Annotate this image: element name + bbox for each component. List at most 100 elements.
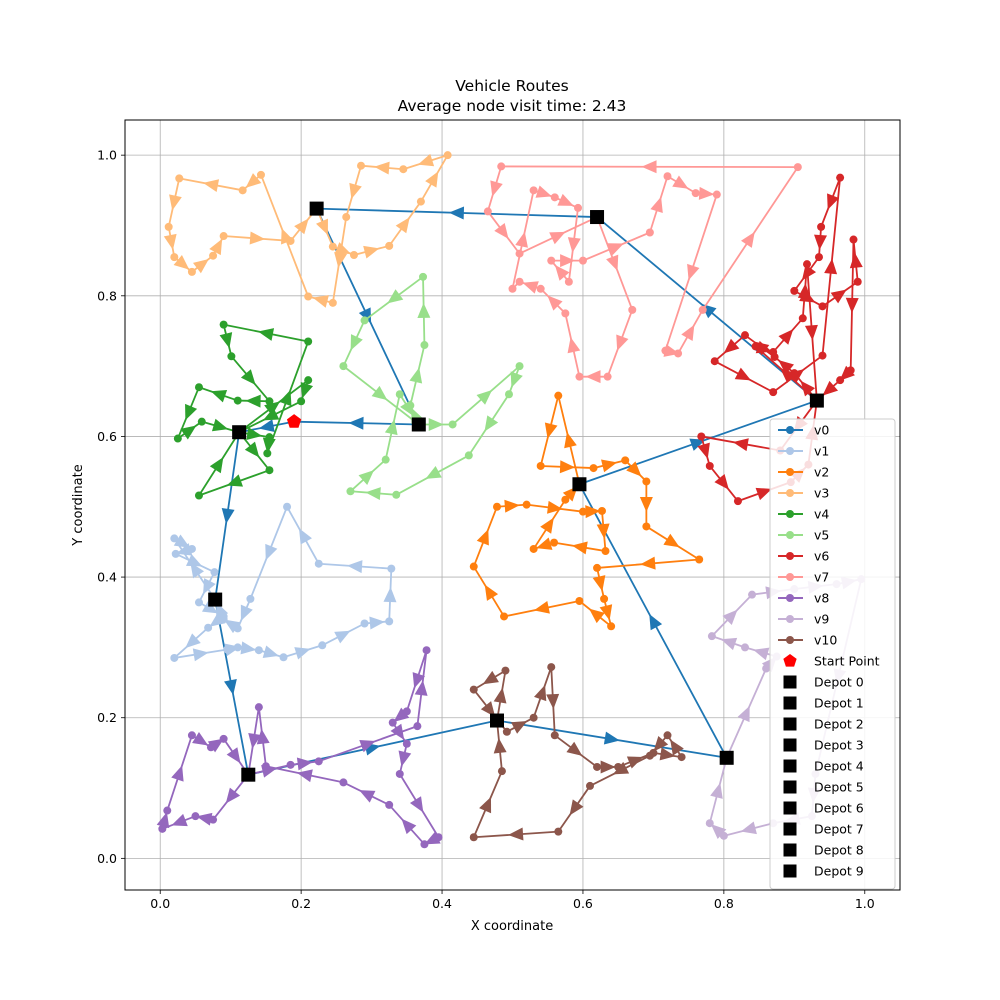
route-node-v8	[187, 731, 196, 740]
route-arrow-v7	[567, 337, 581, 354]
y-tick-label: 0.0	[97, 851, 117, 866]
route-arrow-v6	[734, 367, 752, 381]
route-arrow-v1	[192, 648, 209, 662]
legend-depot-swatch	[783, 822, 797, 836]
route-arrow-v2	[571, 541, 588, 555]
route-arrow-v8	[171, 765, 184, 782]
route-arrow-v5	[425, 466, 442, 479]
route-node-v1	[171, 549, 180, 558]
route-arrow-v8	[156, 811, 170, 829]
chart-title: Vehicle Routes	[455, 77, 568, 95]
route-node-v7	[529, 186, 538, 195]
route-arrow-v8	[171, 813, 188, 827]
route-node-v2	[500, 612, 509, 621]
route-arrow-v5	[417, 302, 431, 319]
route-arrow-v3	[294, 218, 309, 235]
route-node-v2	[522, 500, 531, 509]
route-node-v2	[589, 464, 598, 473]
legend-label: v0	[814, 423, 829, 438]
depot-marker	[232, 425, 247, 440]
legend-depot-swatch	[783, 780, 797, 794]
route-arrow-v6	[778, 329, 794, 345]
route-arrow-v1	[334, 630, 351, 644]
route-arrow-v10	[566, 741, 583, 756]
route-arrow-v4	[209, 457, 224, 474]
route-node-v7	[645, 228, 654, 237]
route-arrow-v8	[256, 728, 270, 745]
route-node-v8	[158, 824, 167, 833]
route-arrow-v8	[296, 769, 313, 783]
route-node-v3	[209, 251, 218, 260]
route-node-v3	[256, 170, 265, 179]
route-arrow-v4	[219, 332, 233, 349]
route-arrow-v7	[547, 295, 563, 311]
route-node-v8	[261, 762, 270, 771]
route-arrow-v7	[560, 254, 576, 268]
route-arrow-v8	[393, 707, 410, 723]
route-node-v5	[448, 420, 457, 429]
route-arrow-v9	[740, 821, 757, 835]
route-node-v8	[402, 739, 411, 748]
route-node-v4	[265, 466, 274, 475]
x-tick-label: 0.6	[573, 896, 593, 911]
depot-marker	[241, 767, 256, 782]
route-node-v6	[769, 388, 778, 397]
route-node-v4	[219, 320, 228, 329]
route-arrow-v1	[240, 604, 253, 621]
route-node-v10	[469, 833, 478, 842]
route-node-v4	[265, 397, 274, 406]
route-arrow-v3	[334, 252, 348, 268]
route-node-v3	[328, 242, 337, 251]
route-arrow-v7	[567, 237, 581, 253]
route-arrow-v2	[476, 529, 489, 546]
route-arrow-v0	[603, 731, 620, 745]
route-arrow-v5	[387, 289, 404, 304]
route-node-v6	[710, 357, 719, 366]
legend-start-swatch	[783, 654, 797, 667]
route-node-v2	[536, 461, 545, 470]
route-arrow-v8	[401, 818, 417, 835]
route-node-v10	[663, 731, 672, 740]
route-arrow-v7	[494, 223, 509, 239]
route-arrow-v6	[830, 289, 847, 304]
route-arrow-v3	[417, 153, 435, 167]
route-node-v6	[803, 260, 811, 269]
route-arrow-v6	[780, 368, 796, 384]
route-arrow-v3	[209, 238, 223, 256]
route-node-v7	[691, 189, 700, 198]
route-arrow-v4	[279, 389, 292, 407]
route-arrow-v3	[173, 255, 190, 270]
route-node-v10	[550, 731, 559, 740]
route-arrow-v4	[180, 425, 197, 440]
route-node-v2	[469, 562, 478, 571]
route-v3	[163, 151, 452, 308]
route-arrow-v4	[246, 427, 263, 440]
route-node-v6	[798, 314, 807, 323]
plot-frame	[124, 119, 901, 891]
route-arrow-v6	[804, 324, 818, 341]
route-arrow-v2	[601, 459, 618, 473]
legend-dot-swatch	[786, 573, 794, 581]
route-node-v7	[483, 207, 492, 216]
route-arrow-v10	[480, 701, 496, 717]
route-v6	[697, 173, 863, 506]
route-node-v1	[187, 544, 196, 553]
route-node-v10	[501, 666, 510, 675]
route-node-v8	[402, 707, 411, 716]
route-node-v1	[385, 617, 394, 626]
route-node-v9	[762, 664, 771, 673]
legend-box	[769, 418, 896, 890]
route-arrow-v4	[258, 328, 275, 341]
legend-dot-swatch	[786, 510, 794, 518]
route-arrow-v4	[210, 390, 228, 403]
route-arrow-v6	[845, 297, 859, 313]
legend-dot-swatch	[786, 489, 794, 497]
route-node-v1	[283, 502, 292, 511]
route-arrow-v5	[350, 334, 363, 351]
legend-label: v6	[814, 549, 829, 564]
route-arrow-v8	[390, 723, 405, 740]
route-arrow-v4	[245, 394, 261, 408]
route-node-v8	[206, 743, 215, 752]
route-arrow-v4	[226, 474, 243, 487]
route-node-v5	[346, 487, 355, 496]
